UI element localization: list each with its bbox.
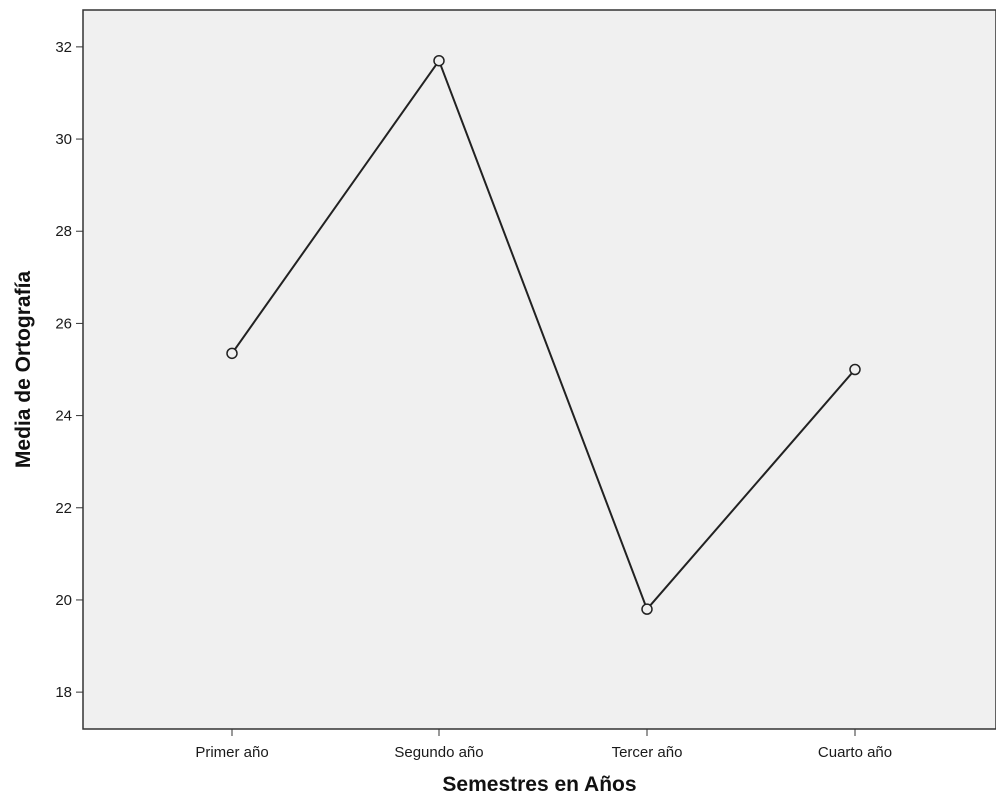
- data-point: [641, 603, 653, 615]
- x-tick-label: Segundo año: [394, 744, 483, 761]
- y-tick-label: 18: [55, 684, 72, 701]
- y-tick-label: 20: [55, 592, 72, 609]
- y-tick-label: 26: [55, 315, 72, 332]
- data-point: [226, 347, 238, 360]
- series-markers: [226, 54, 861, 615]
- y-tick-label: 32: [55, 39, 72, 56]
- y-tick-label: 24: [55, 408, 72, 425]
- x-axis: Primer año Segundo año Tercer año Cuarto añ…: [195, 729, 892, 761]
- data-point: [849, 363, 861, 376]
- y-tick-label: 28: [55, 223, 72, 240]
- data-point: [433, 54, 445, 67]
- x-tick-label: Primer año: [195, 744, 268, 761]
- y-axis-title: Media de Ortografía: [12, 271, 35, 469]
- plot-area: [82, 9, 996, 730]
- x-tick-label: Cuarto año: [818, 744, 892, 761]
- series-line: [231, 58, 856, 612]
- y-tick-label: 30: [55, 131, 72, 148]
- y-tick-label: 22: [55, 500, 72, 517]
- y-axis: 18 20 22 24 26 28 30 32: [55, 39, 83, 701]
- x-tick-label: Tercer año: [612, 744, 683, 761]
- x-axis-title: Semestres en Años: [442, 773, 636, 796]
